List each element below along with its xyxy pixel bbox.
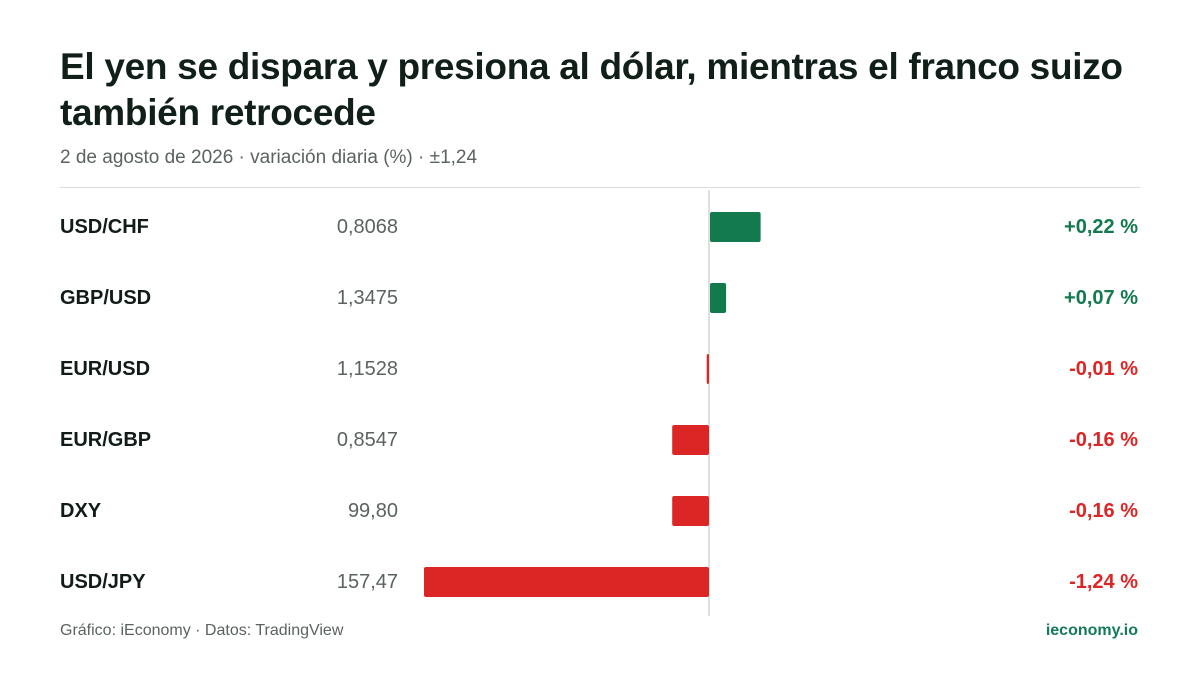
data-label: +0,07 %: [1064, 287, 1138, 309]
chart-subtitle: 2 de agosto de 2026 · variación diaria (…: [60, 147, 478, 168]
bar: [672, 496, 709, 526]
bar: [706, 354, 709, 384]
row-label: GBP/USD: [60, 287, 152, 309]
row-label: USD/CHF: [60, 216, 149, 238]
bar: [710, 212, 761, 242]
row-price: 1,1528: [336, 358, 398, 380]
data-label: -0,16 %: [1069, 500, 1138, 522]
data-label: -0,16 %: [1069, 429, 1138, 451]
footer-source: Gráfico: iEconomy · Datos: TradingView: [60, 622, 344, 639]
data-label: -0,01 %: [1069, 358, 1138, 380]
row-price: 1,3475: [336, 287, 398, 309]
row-price: 0,8068: [336, 216, 398, 238]
data-label: +0,22 %: [1064, 216, 1138, 238]
row-price: 0,8547: [336, 429, 398, 451]
bar: [424, 567, 709, 597]
row-label: DXY: [60, 500, 102, 522]
header-divider: [60, 187, 1140, 188]
row-price: 99,80: [347, 500, 398, 522]
bar: [672, 425, 709, 455]
row-label: USD/JPY: [60, 571, 146, 593]
row-price: 157,47: [336, 571, 398, 593]
chart-title: El yen se dispara y presiona al dólar, m…: [60, 46, 1123, 133]
footer-brand-link[interactable]: ieconomy.io: [1045, 622, 1138, 639]
bar: [710, 283, 727, 313]
row-label: EUR/GBP: [60, 429, 152, 451]
data-label: -1,24 %: [1069, 571, 1138, 593]
row-label: EUR/USD: [60, 358, 151, 380]
